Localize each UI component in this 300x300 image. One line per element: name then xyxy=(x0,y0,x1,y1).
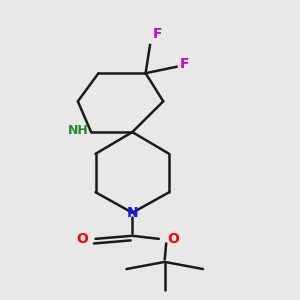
Text: N: N xyxy=(127,206,138,220)
Text: F: F xyxy=(153,27,162,41)
Text: O: O xyxy=(76,232,88,246)
Text: O: O xyxy=(168,232,179,246)
Text: NH: NH xyxy=(68,124,88,137)
Text: F: F xyxy=(179,57,189,71)
